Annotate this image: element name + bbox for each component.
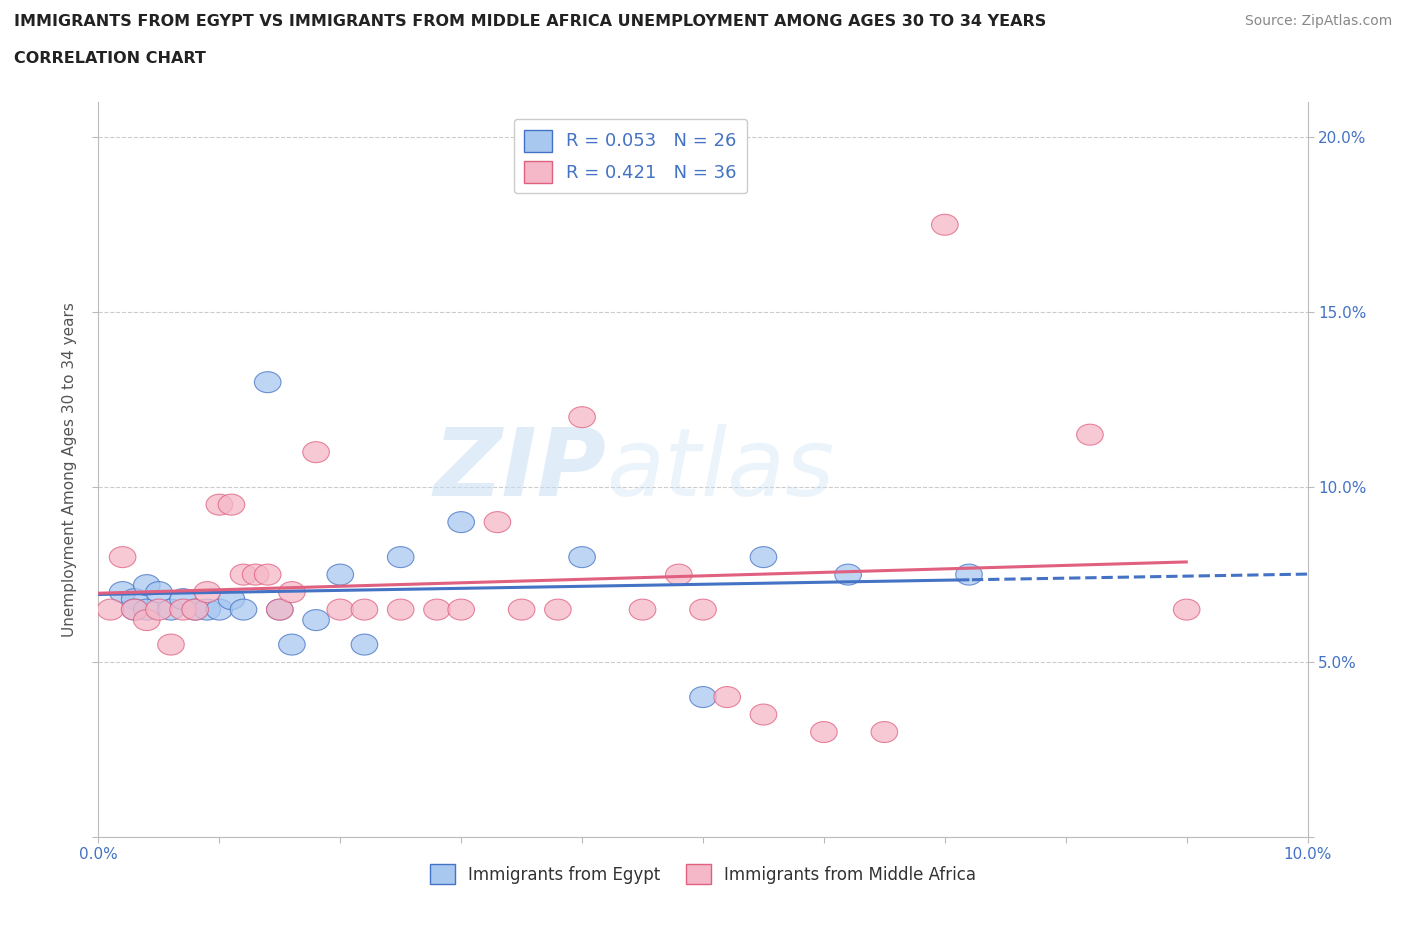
Ellipse shape	[449, 512, 474, 533]
Ellipse shape	[121, 599, 148, 620]
Ellipse shape	[423, 599, 450, 620]
Ellipse shape	[231, 599, 257, 620]
Ellipse shape	[872, 722, 897, 742]
Ellipse shape	[328, 599, 353, 620]
Ellipse shape	[388, 547, 413, 567]
Ellipse shape	[181, 599, 208, 620]
Ellipse shape	[352, 599, 378, 620]
Ellipse shape	[267, 599, 292, 620]
Ellipse shape	[110, 547, 136, 567]
Ellipse shape	[302, 609, 329, 631]
Y-axis label: Unemployment Among Ages 30 to 34 years: Unemployment Among Ages 30 to 34 years	[62, 302, 77, 637]
Ellipse shape	[630, 599, 655, 620]
Ellipse shape	[352, 634, 378, 655]
Ellipse shape	[509, 599, 534, 620]
Ellipse shape	[484, 512, 510, 533]
Ellipse shape	[932, 214, 957, 235]
Ellipse shape	[121, 589, 148, 609]
Ellipse shape	[181, 599, 208, 620]
Ellipse shape	[569, 547, 595, 567]
Ellipse shape	[134, 575, 160, 595]
Ellipse shape	[569, 406, 595, 428]
Ellipse shape	[328, 565, 353, 585]
Ellipse shape	[665, 565, 692, 585]
Ellipse shape	[194, 581, 221, 603]
Ellipse shape	[97, 599, 124, 620]
Legend: Immigrants from Egypt, Immigrants from Middle Africa: Immigrants from Egypt, Immigrants from M…	[423, 857, 983, 891]
Ellipse shape	[302, 442, 329, 462]
Ellipse shape	[170, 599, 197, 620]
Ellipse shape	[218, 494, 245, 515]
Ellipse shape	[835, 565, 862, 585]
Ellipse shape	[254, 565, 281, 585]
Ellipse shape	[751, 704, 776, 725]
Ellipse shape	[134, 609, 160, 631]
Text: Source: ZipAtlas.com: Source: ZipAtlas.com	[1244, 14, 1392, 28]
Text: IMMIGRANTS FROM EGYPT VS IMMIGRANTS FROM MIDDLE AFRICA UNEMPLOYMENT AMONG AGES 3: IMMIGRANTS FROM EGYPT VS IMMIGRANTS FROM…	[14, 14, 1046, 29]
Ellipse shape	[242, 565, 269, 585]
Ellipse shape	[146, 581, 172, 603]
Ellipse shape	[690, 599, 716, 620]
Ellipse shape	[231, 565, 257, 585]
Ellipse shape	[146, 599, 172, 620]
Ellipse shape	[956, 565, 983, 585]
Ellipse shape	[278, 581, 305, 603]
Ellipse shape	[811, 722, 837, 742]
Ellipse shape	[134, 599, 160, 620]
Ellipse shape	[207, 599, 232, 620]
Ellipse shape	[751, 547, 776, 567]
Ellipse shape	[714, 686, 741, 708]
Ellipse shape	[690, 686, 716, 708]
Ellipse shape	[278, 634, 305, 655]
Ellipse shape	[157, 599, 184, 620]
Text: ZIP: ZIP	[433, 424, 606, 515]
Ellipse shape	[388, 599, 413, 620]
Ellipse shape	[170, 589, 197, 609]
Text: CORRELATION CHART: CORRELATION CHART	[14, 51, 205, 66]
Ellipse shape	[218, 589, 245, 609]
Ellipse shape	[1174, 599, 1199, 620]
Ellipse shape	[254, 372, 281, 392]
Ellipse shape	[267, 599, 292, 620]
Ellipse shape	[1077, 424, 1104, 445]
Ellipse shape	[449, 599, 474, 620]
Ellipse shape	[110, 581, 136, 603]
Ellipse shape	[121, 599, 148, 620]
Ellipse shape	[544, 599, 571, 620]
Ellipse shape	[207, 494, 232, 515]
Ellipse shape	[194, 599, 221, 620]
Ellipse shape	[157, 634, 184, 655]
Text: atlas: atlas	[606, 424, 835, 515]
